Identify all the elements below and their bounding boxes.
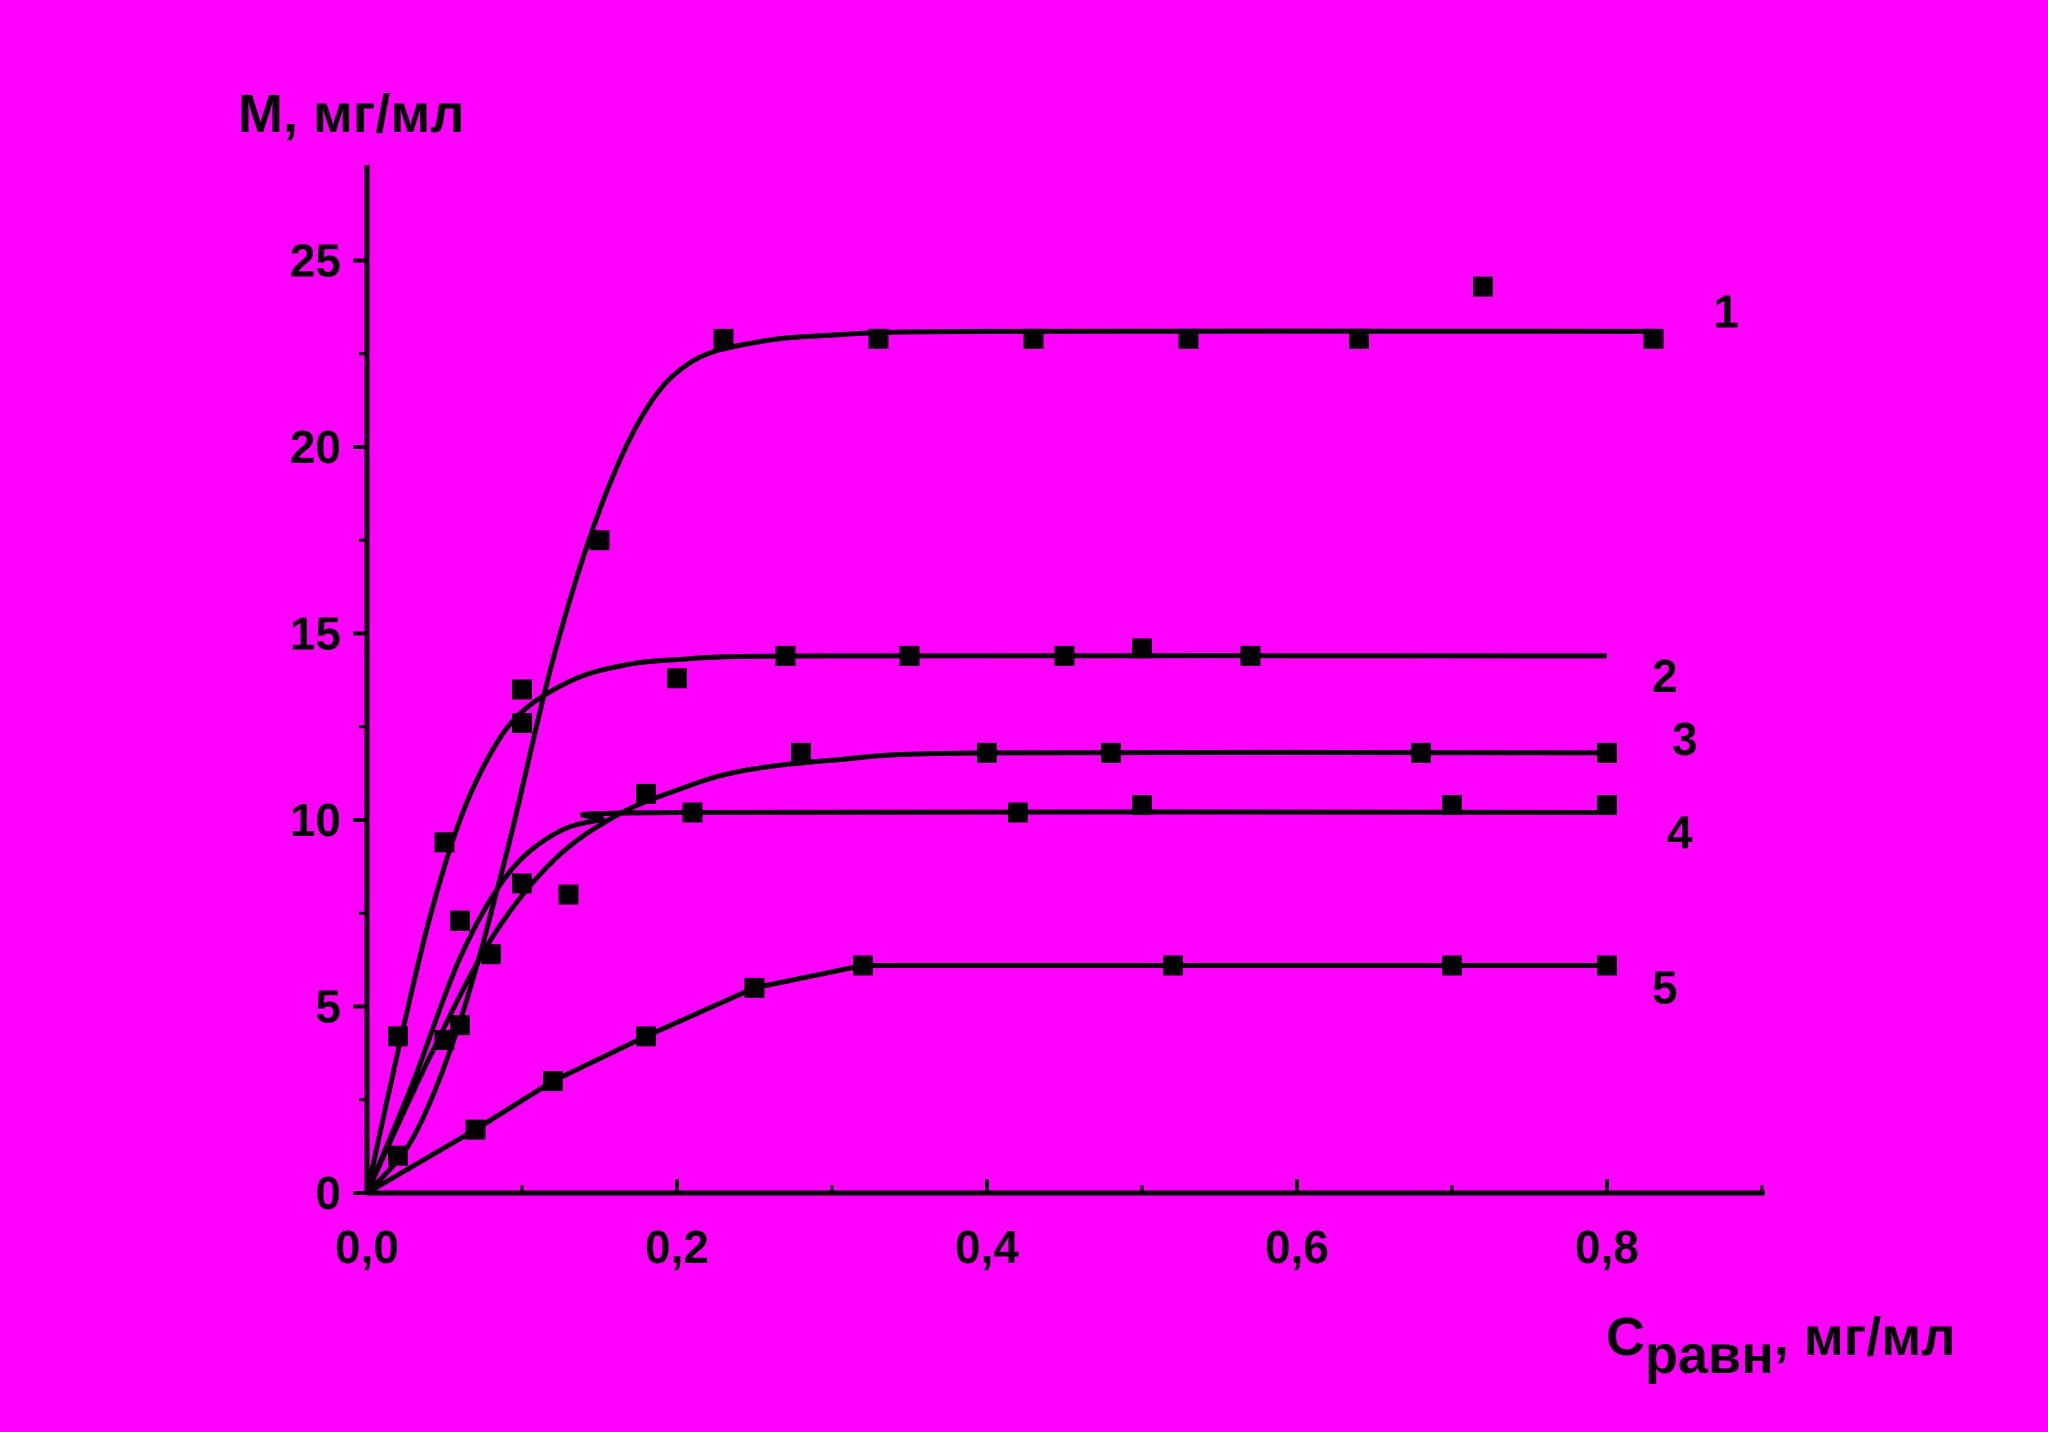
data-point-series-5 [1163,955,1183,976]
data-point-series-1 [713,328,734,349]
data-point-series-4 [1132,795,1152,816]
data-point-series-1 [1643,328,1664,349]
data-point-series-1 [589,530,610,551]
y-tick-label: 25 [290,235,341,287]
data-point-series-1 [1023,328,1044,349]
data-point-series-3 [1101,742,1121,763]
data-point-series-3 [791,742,811,763]
data-point-series-5 [636,1026,656,1047]
fit-curve-4 [364,809,1608,1194]
curve-label-3: 3 [1672,713,1698,765]
x-axis-ticks: 0,0 0,2 0,4 0,6 0,8 [335,1179,1764,1273]
data-point-series-5 [853,955,873,976]
data-point-series-2 [1240,645,1261,666]
x-tick-label: 0,6 [1265,1221,1329,1273]
x-tick-label: 0,2 [645,1221,709,1273]
fit-curve-3 [364,749,1608,1195]
data-point-series-3 [1411,742,1431,763]
data-point-series-2 [434,832,455,853]
data-point-series-1 [512,679,532,700]
data-point-series-5 [1597,955,1617,976]
data-point-series-5 [543,1071,563,1092]
x-tick-label: 0,8 [1575,1221,1639,1273]
x-tick-label: 0,0 [335,1221,399,1273]
data-point-series-4 [682,802,703,823]
data-point-series-3 [450,1015,470,1036]
y-axis-ticks: 0 5 10 15 20 25 [290,235,367,1219]
y-tick-label: 10 [290,794,341,846]
data-point-series-3 [1597,742,1617,763]
data-point-series-3 [977,742,997,763]
data-point-series-2 [775,645,796,666]
data-point-series-3 [558,884,579,905]
y-tick-label: 20 [290,421,341,473]
data-point-series-2 [1054,645,1075,666]
data-point-series-1 [868,328,889,349]
data-point-series-1 [481,944,501,965]
data-point-series-2 [1132,638,1152,659]
data-point-series-2 [388,1026,408,1047]
x-axis-label: Cравн, мг/мл [1606,1307,1956,1385]
data-point-series-5 [744,977,765,998]
y-tick-label: 5 [315,981,341,1033]
curve-label-1: 1 [1714,285,1740,337]
x-axis-label-units: , мг/мл [1774,1307,1956,1367]
x-axis-label-main: C [1606,1307,1645,1367]
y-tick-label: 15 [290,608,341,660]
data-point-series-2 [667,668,687,689]
y-axis-label: M, мг/мл [238,84,465,144]
data-point-series-4 [1008,802,1028,823]
fit-curve-1 [365,328,1654,1195]
curve-label-4: 4 [1667,807,1693,859]
curve-label-2: 2 [1652,650,1678,702]
data-point-series-1 [434,1030,455,1051]
data-point-series-1 [1178,328,1199,349]
data-point-series-5 [465,1119,486,1140]
curve-labels: 1 2 3 4 5 [1652,285,1739,1013]
data-point-series-5 [1442,955,1462,976]
data-point-series-1 [1349,328,1369,349]
x-tick-label: 0,4 [955,1221,1019,1273]
data-point-series-2 [899,645,920,666]
data-point-series-4 [1597,795,1617,816]
data-point-series-4 [1442,795,1462,816]
data-point-series-1 [1473,276,1493,297]
y-tick-label: 0 [315,1167,341,1219]
x-axis-label-subscript: равн [1645,1325,1774,1385]
curve-label-5: 5 [1652,961,1678,1013]
fit-curve-2 [364,653,1608,1194]
data-point-series-3 [512,873,532,894]
data-points [388,276,1664,1166]
data-point-series-2 [512,713,532,734]
data-point-series-1 [388,1145,408,1166]
data-point-series-2 [450,910,470,931]
data-point-series-3 [636,783,656,804]
